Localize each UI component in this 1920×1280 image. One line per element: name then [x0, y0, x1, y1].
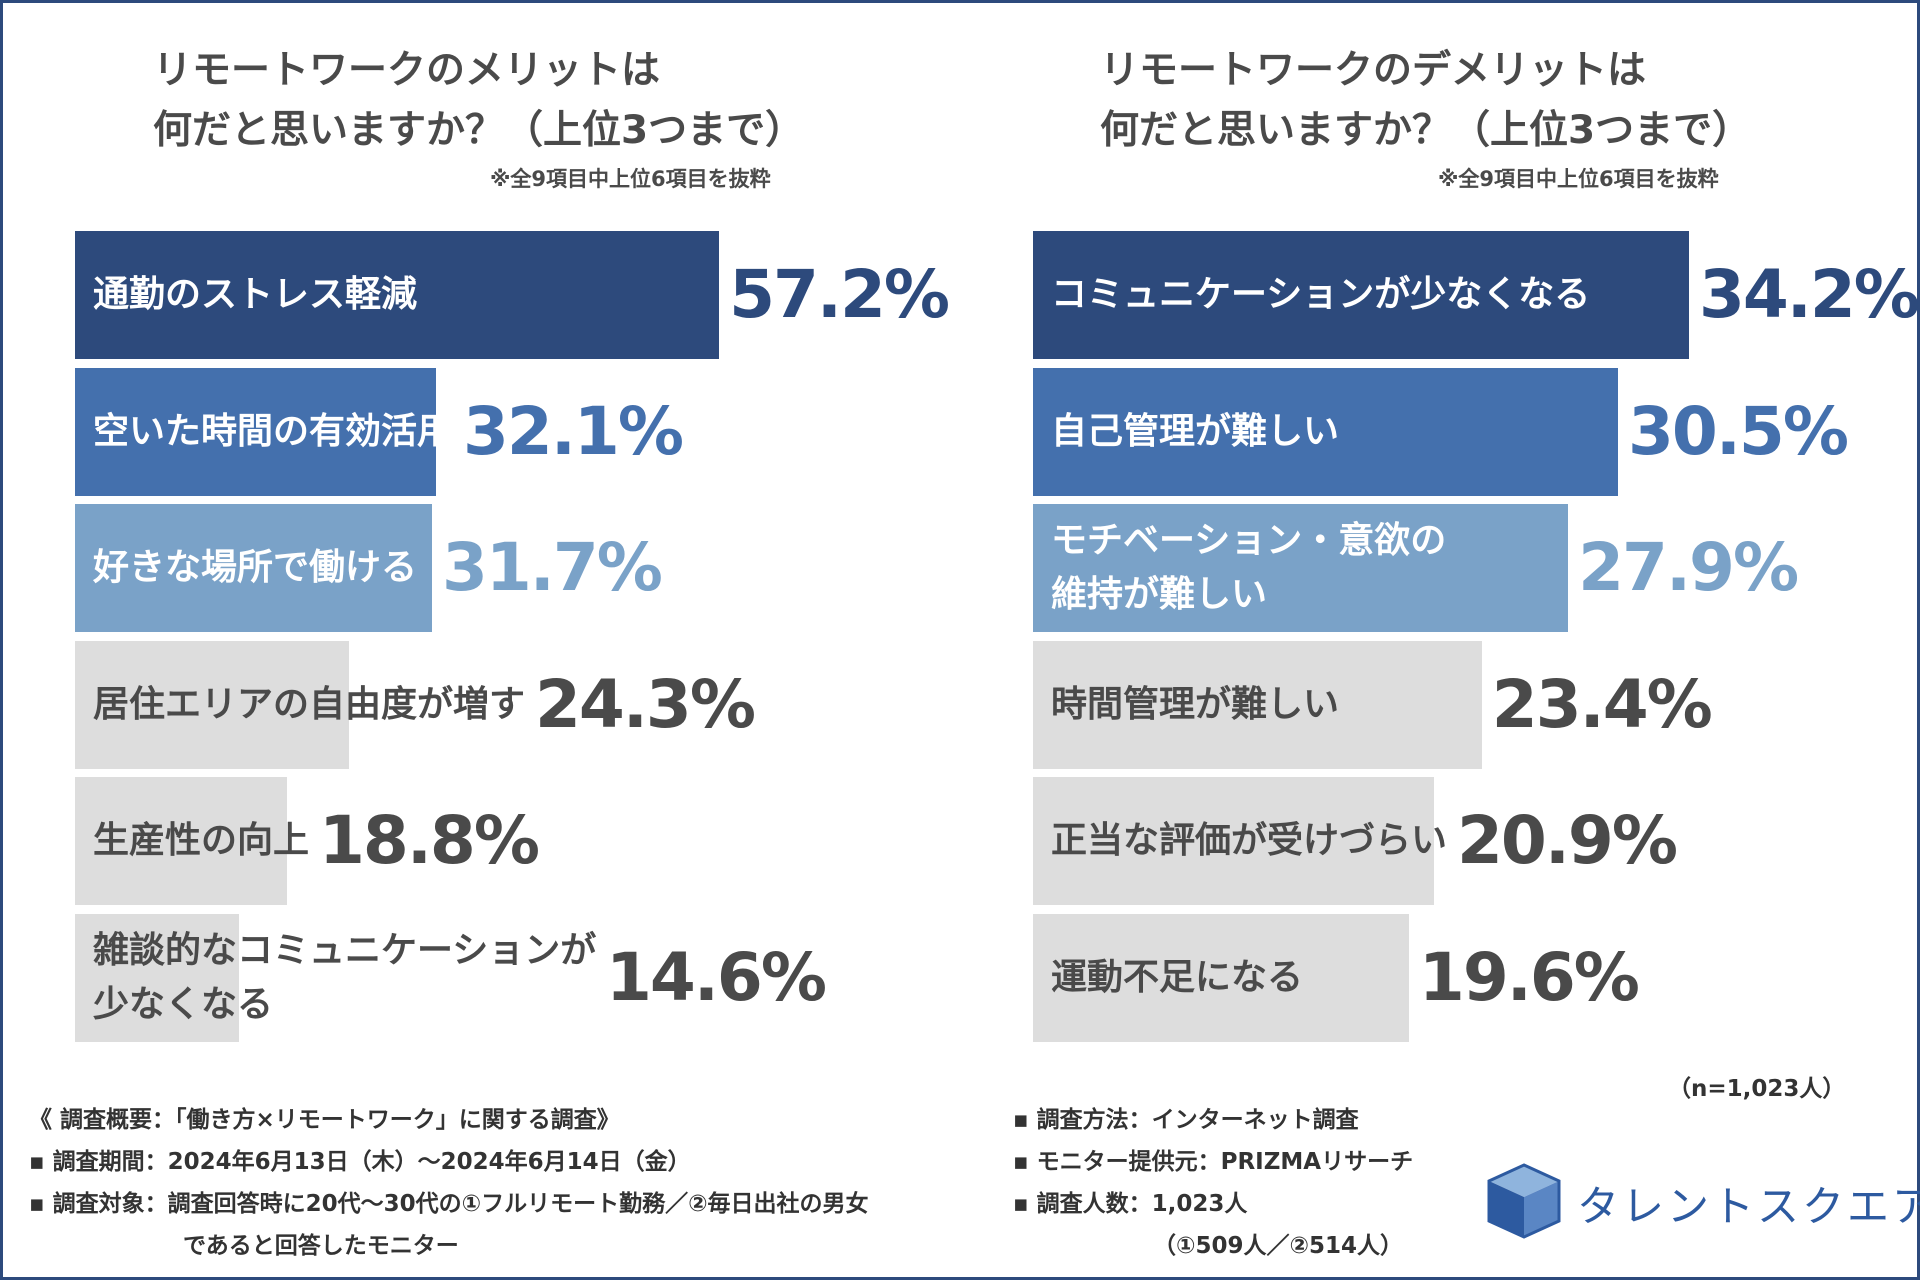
- cube-logo-icon: [1487, 1163, 1561, 1239]
- right-chart-note: ※全9項目中上位6項目を抜粋: [1438, 167, 1719, 191]
- bar-6: [75, 913, 240, 1042]
- bar-label-line: 通勤のストレス軽減: [93, 274, 418, 315]
- bar-2: [1033, 367, 1618, 496]
- bar-value-label-5: 18.8%: [319, 802, 540, 879]
- bar-value-label-3: 31.7%: [441, 529, 663, 606]
- bar-6: [1033, 913, 1409, 1042]
- left-chart-title: リモートワークのメリットは 何だと思いますか？（上位3つまで）: [153, 41, 804, 161]
- bar-3: [1033, 504, 1569, 632]
- bar-value-label-2: 30.5%: [1627, 392, 1849, 470]
- brand-logo-text: タレントスクエア: [1577, 1182, 1920, 1231]
- bar-label-line: 時間管理が難しい: [1051, 683, 1340, 725]
- bar-value-label-5: 20.9%: [1457, 802, 1678, 879]
- bar-1: [1033, 231, 1689, 359]
- bar-label-line: 運動不足になる: [1051, 956, 1304, 998]
- monitor-provider: ▪ モニター提供元：PRIZMAリサーチ: [1013, 1149, 1414, 1175]
- bar-label-6: 運動不足になる: [1051, 951, 1303, 1005]
- bar-label-line: モチベーション・意欲の: [1051, 520, 1447, 561]
- bar-5: [1033, 777, 1434, 905]
- bar-4: [75, 640, 349, 769]
- bar-label-5: 生産性の向上: [93, 814, 309, 868]
- right-chart-title-line1: リモートワークのデメリットは: [1100, 48, 1647, 93]
- bar-label-line: 好きな場所で働ける: [93, 547, 418, 588]
- bar-label-line: 少なくなる: [93, 983, 274, 1025]
- bar-label-3: モチベーション・意欲の 維持が難しい: [1051, 514, 1446, 622]
- survey-period: ▪ 調査期間：2024年6月13日（木）～2024年6月14日（金）: [29, 1149, 691, 1175]
- left-chart-note: ※全9項目中上位6項目を抜粋: [490, 167, 771, 191]
- bar-label-2: 空いた時間の有効活用: [93, 405, 453, 459]
- bar-value-label-2: 32.1%: [463, 392, 684, 470]
- bar-3: [75, 504, 432, 632]
- bar-value-label-1: 57.2%: [729, 256, 950, 333]
- survey-count-breakdown: （①509人／②514人）: [1153, 1233, 1403, 1259]
- survey-target-continued: であると回答したモニター: [183, 1233, 459, 1259]
- bar-label-6: 雑談的なコミュニケーションが 少なくなる: [93, 924, 596, 1032]
- bar-label-2: 自己管理が難しい: [1051, 405, 1339, 459]
- bar-4: [1033, 640, 1482, 769]
- bar-label-3: 好きな場所で働ける: [93, 541, 417, 595]
- survey-method: ▪ 調査方法：インターネット調査: [1013, 1107, 1359, 1133]
- bar-value-label-6: 19.6%: [1418, 938, 1640, 1016]
- bar-label-4: 時間管理が難しい: [1051, 678, 1339, 732]
- bar-label-line: 維持が難しい: [1051, 574, 1268, 615]
- bar-value-label-4: 23.4%: [1491, 665, 1713, 743]
- bar-value-label-1: 34.2%: [1698, 256, 1920, 333]
- bar-label-line: コミュニケーションが少なくなる: [1051, 274, 1591, 315]
- survey-target: ▪ 調査対象：調査回答時に20代～30代の①フルリモート勤務／②毎日出社の男女: [29, 1191, 869, 1217]
- bar-label-1: コミュニケーションが少なくなる: [1051, 268, 1590, 322]
- survey-count: ▪ 調査人数：1,023人: [1013, 1191, 1248, 1217]
- right-chart-title-line2: 何だと思いますか？（上位3つまで）: [1100, 108, 1752, 153]
- bar-label-line: 雑談的なコミュニケーションが: [93, 929, 597, 971]
- survey-overview-heading: 《 調査概要：「働き方×リモートワーク」に関する調査》: [29, 1107, 620, 1133]
- bar-label-line: 自己管理が難しい: [1051, 410, 1340, 452]
- bar-label-line: 正当な評価が受けづらい: [1051, 820, 1448, 861]
- bar-1: [75, 231, 720, 359]
- bar-label-4: 居住エリアの自由度が増す: [93, 678, 525, 732]
- left-chart-title-line1: リモートワークのメリットは: [153, 48, 661, 93]
- bar-value-label-3: 27.9%: [1578, 529, 1799, 606]
- bar-2: [75, 367, 437, 496]
- bar-value-label-6: 14.6%: [606, 938, 827, 1016]
- bar-label-line: 生産性の向上: [93, 820, 310, 861]
- bar-label-line: 居住エリアの自由度が増す: [93, 683, 526, 725]
- bar-label-5: 正当な評価が受けづらい: [1051, 814, 1447, 868]
- bar-5: [75, 777, 287, 905]
- bar-label-line: 空いた時間の有効活用: [93, 410, 454, 452]
- bar-value-label-4: 24.3%: [535, 665, 756, 743]
- sample-size-note: （n=1,023人）: [1668, 1076, 1846, 1102]
- bar-label-1: 通勤のストレス軽減: [93, 268, 417, 322]
- right-chart-title: リモートワークのデメリットは 何だと思いますか？（上位3つまで）: [1100, 41, 1751, 161]
- left-chart-title-line2: 何だと思いますか？（上位3つまで）: [153, 108, 805, 153]
